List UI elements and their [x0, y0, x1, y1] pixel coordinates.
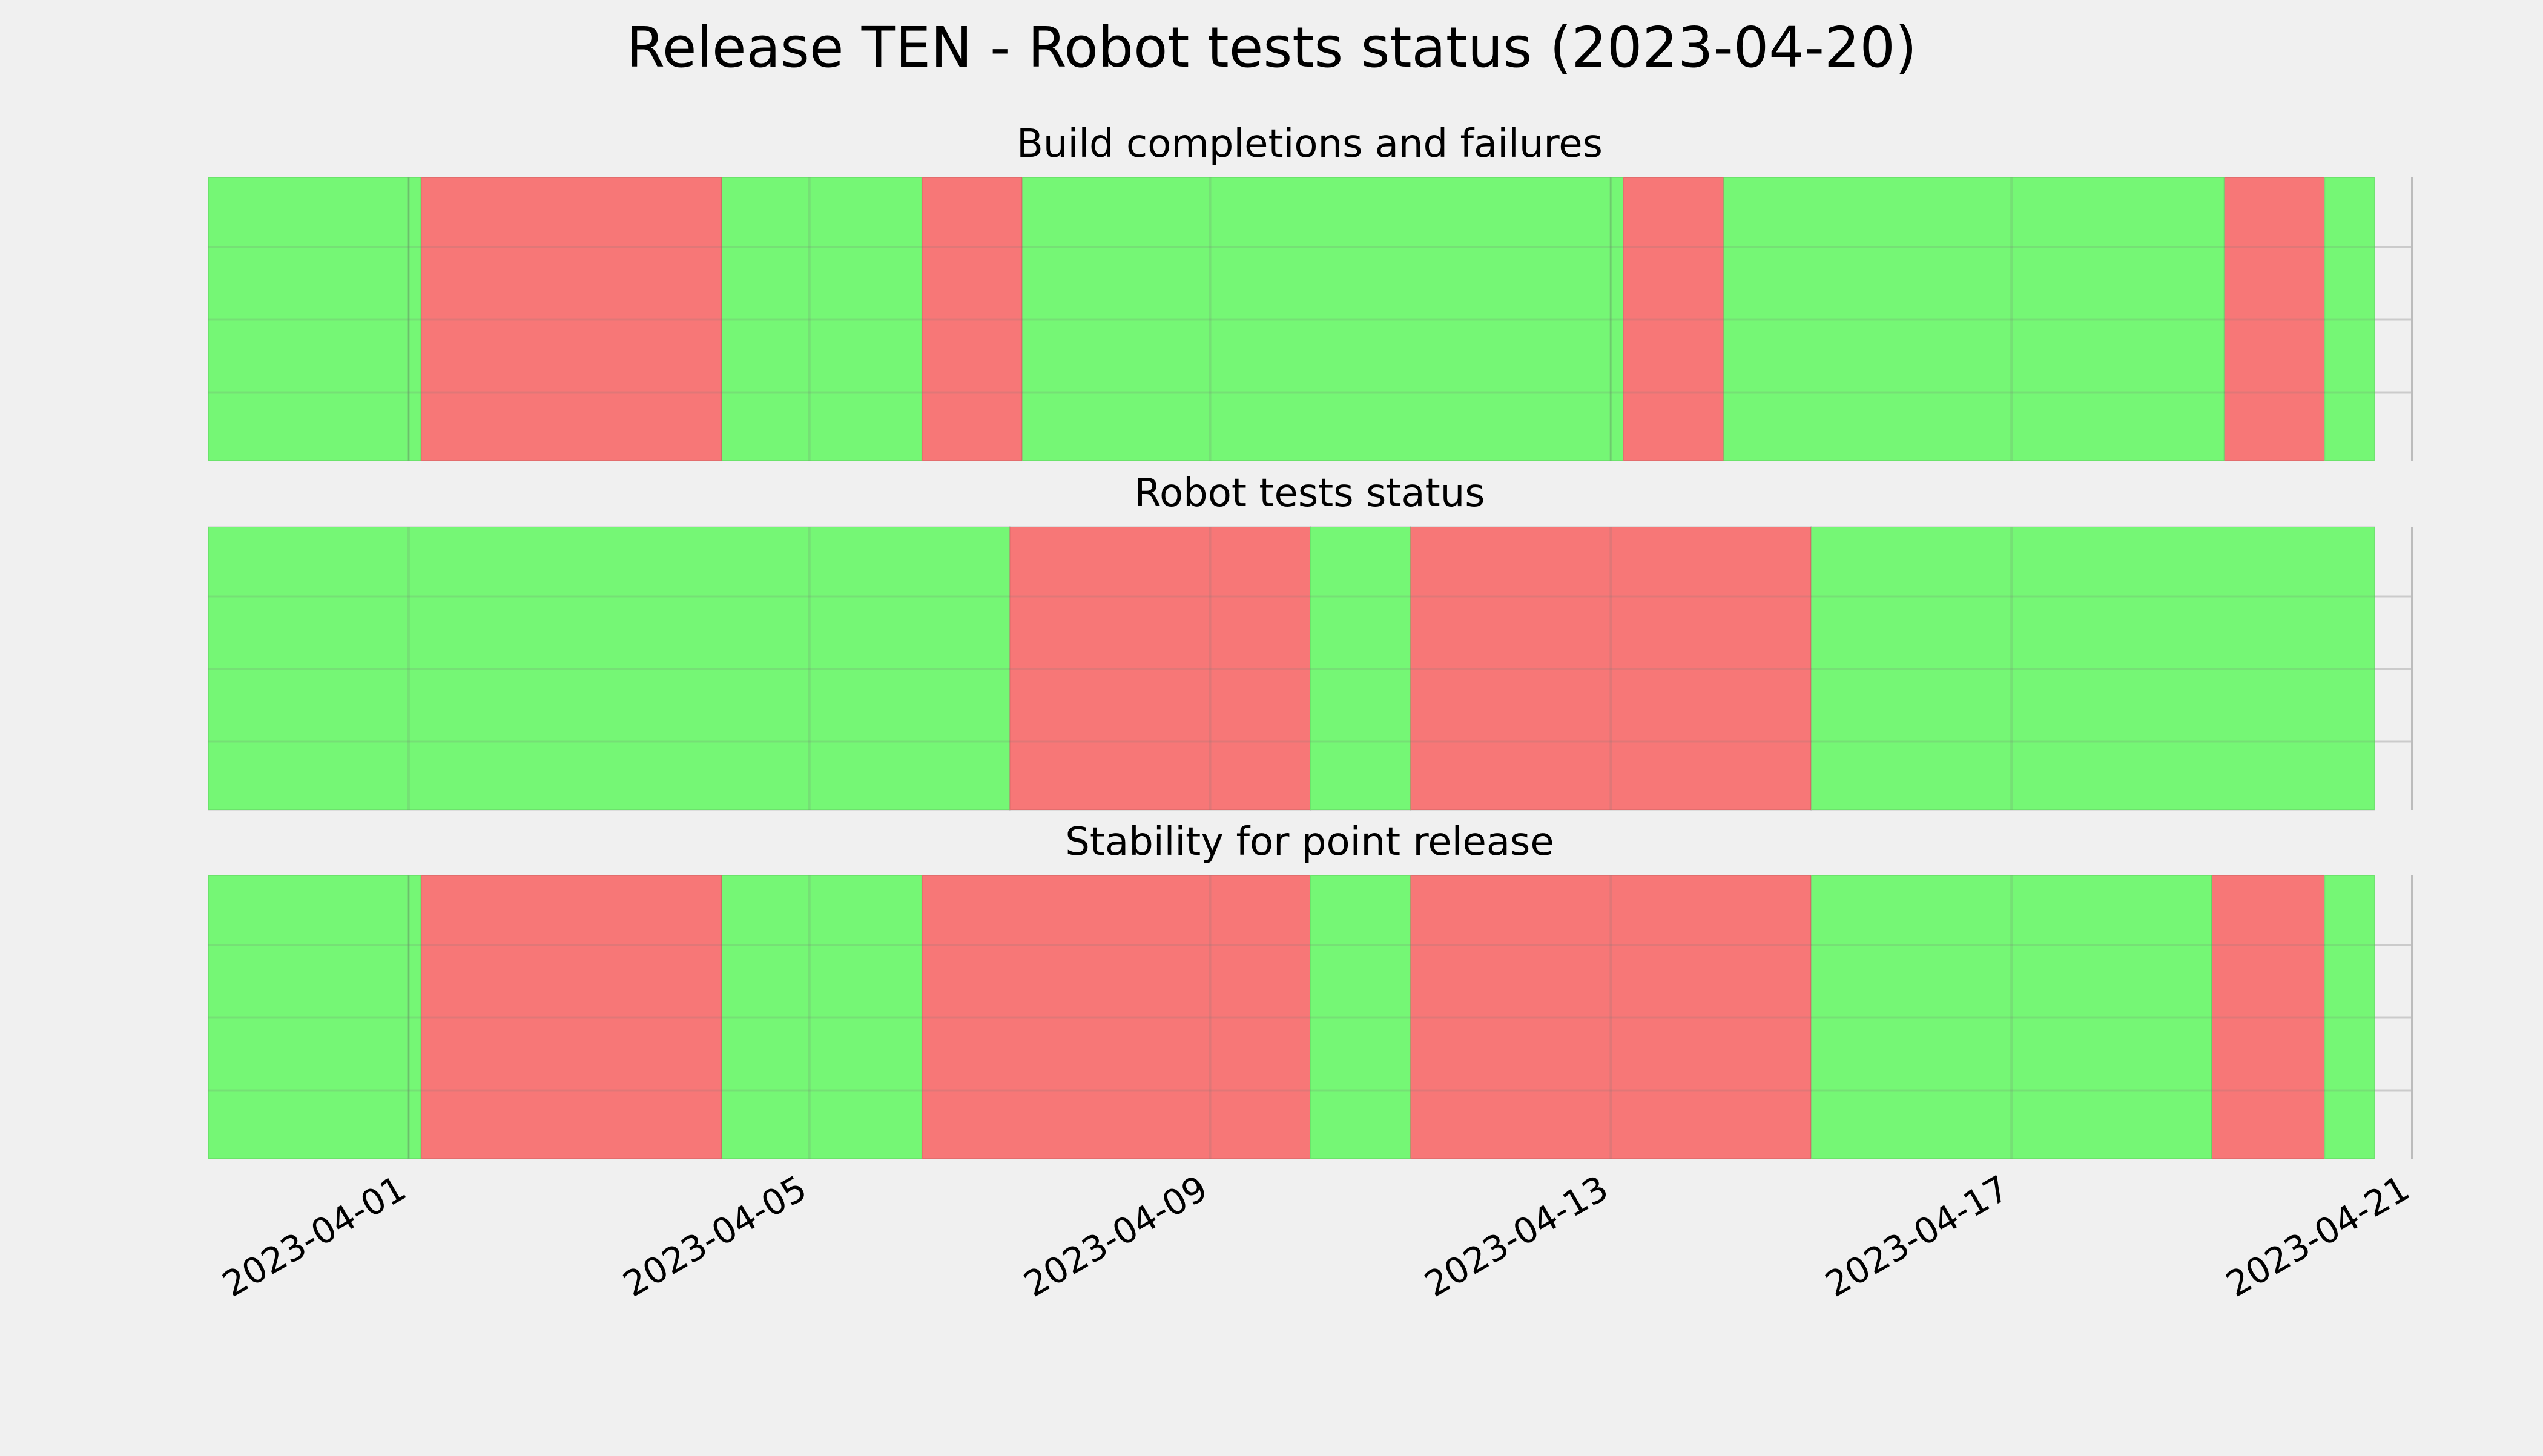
status-segment-fail [921, 875, 1311, 1159]
chart-panels: Build completions and failures Robot test… [208, 122, 2413, 1159]
status-segment-pass [208, 875, 409, 1159]
status-segment-fail [1009, 526, 1311, 811]
status-segment-fail [1410, 526, 1812, 811]
panel-title: Robot tests status [1134, 471, 1485, 516]
status-segment-fail [2211, 875, 2326, 1159]
status-segment-pass [208, 526, 1011, 811]
status-segment-pass [1810, 875, 2213, 1159]
status-segment-pass [721, 875, 923, 1159]
status-panel: Stability for point release [208, 820, 2413, 1159]
status-segment-fail [420, 177, 722, 461]
chart-title: Release TEN - Robot tests status (2023-0… [626, 15, 1917, 80]
status-segment-pass [208, 177, 409, 461]
status-segment-pass [2324, 177, 2375, 461]
status-segment-fail [921, 177, 1023, 461]
status-panel: Build completions and failures [208, 122, 2413, 461]
status-segment-pass [1310, 875, 1411, 1159]
status-segment-fail [1410, 875, 1812, 1159]
status-segment-pass [2324, 875, 2375, 1159]
status-segment-pass [721, 177, 923, 461]
status-panel: Robot tests status [208, 471, 2413, 811]
panel-title: Build completions and failures [1017, 122, 1603, 166]
status-segment-pass [1310, 526, 1411, 811]
status-segment-fail [2223, 177, 2326, 461]
status-segment-fail [1623, 177, 1724, 461]
status-segment-pass [1810, 526, 2375, 811]
panel-title: Stability for point release [1065, 820, 1554, 865]
status-segment-fail [420, 875, 722, 1159]
